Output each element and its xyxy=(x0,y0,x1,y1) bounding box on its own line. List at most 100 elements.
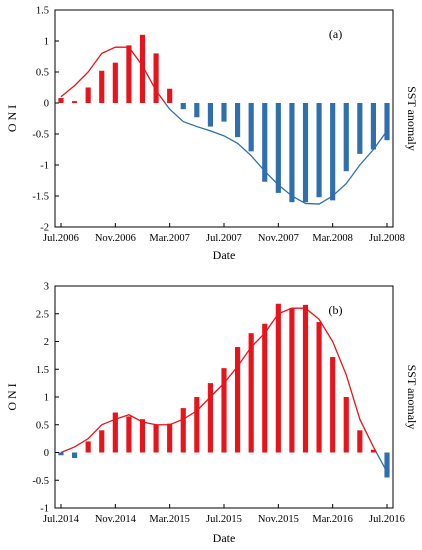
line-series xyxy=(60,46,388,205)
bar xyxy=(302,103,309,203)
bar xyxy=(112,62,118,103)
bar xyxy=(235,103,241,138)
y-axis-label: O N I xyxy=(5,105,19,132)
y-tick-label: -1 xyxy=(40,504,49,515)
line-series xyxy=(60,307,388,473)
bar xyxy=(139,34,146,103)
bar xyxy=(289,308,295,453)
bar xyxy=(316,322,322,453)
y-tick-label: 0.5 xyxy=(36,420,49,431)
bar xyxy=(235,347,241,453)
y-tick-label: -0.5 xyxy=(32,130,49,141)
bar xyxy=(248,103,254,152)
right-axis-label: SST anomaly xyxy=(405,86,419,151)
bar xyxy=(153,53,159,103)
x-tick-label: Nov.2006 xyxy=(95,233,136,244)
bar xyxy=(370,449,376,453)
x-tick-label: Nov.2015 xyxy=(258,514,299,525)
bar xyxy=(343,103,349,172)
bar xyxy=(58,98,64,103)
oni-line-negative xyxy=(164,103,388,205)
x-tick-label: Jul.2016 xyxy=(369,514,405,525)
bar xyxy=(370,103,376,150)
bar xyxy=(343,397,349,453)
bar xyxy=(167,88,173,103)
bar xyxy=(72,452,78,459)
x-tick-label: Jul.2015 xyxy=(206,514,242,525)
y-tick-label: -2 xyxy=(40,223,49,234)
bar xyxy=(85,87,91,103)
y-tick-label: 1 xyxy=(44,393,49,404)
bar xyxy=(85,441,91,453)
x-tick-label: Jul.2014 xyxy=(43,514,80,525)
bar xyxy=(99,430,105,453)
x-tick-label: Jul.2006 xyxy=(43,233,79,244)
bar xyxy=(58,452,64,456)
bar-series xyxy=(58,34,390,203)
panel-b: -1 -0.5 0 0.5 1 1.5 2 2.5 3 Jul.2014 Nov.2014 Mar.… xyxy=(5,282,419,546)
bar xyxy=(330,357,336,453)
y-tick-label: 1.5 xyxy=(36,365,49,376)
y-tick-label: 0 xyxy=(44,448,49,459)
bar xyxy=(316,103,322,198)
y-axis: -1 -0.5 0 0.5 1 1.5 2 2.5 3 xyxy=(32,282,59,515)
x-axis: Jul.2006 Nov.2006 Mar.2007 Jul.2007 Nov.2007… xyxy=(43,223,405,244)
bar xyxy=(207,103,213,127)
x-axis-label: Date xyxy=(213,531,236,545)
x-axis-label: Date xyxy=(213,248,236,262)
y-tick-label: 1 xyxy=(44,37,49,48)
y-axis-label: O N I xyxy=(5,383,19,410)
y-axis: -2 -1.5 -1 -0.5 0 0.5 1 1.5 xyxy=(32,6,59,234)
bar xyxy=(126,45,132,103)
x-tick-label: Jul.2008 xyxy=(369,233,405,244)
right-axis-label: SST anomaly xyxy=(405,365,419,430)
bar xyxy=(180,408,186,453)
x-tick-label: Nov.2014 xyxy=(95,514,137,525)
bar xyxy=(167,423,173,453)
x-tick-label: Jul.2007 xyxy=(206,233,242,244)
bar xyxy=(275,303,281,453)
y-tick-label: 1.5 xyxy=(36,6,49,17)
bar xyxy=(248,333,254,453)
y-tick-label: 0 xyxy=(44,99,49,110)
bar xyxy=(357,430,363,453)
y-tick-label: -1.5 xyxy=(32,192,49,203)
y-tick-label: 3 xyxy=(44,282,49,293)
panel-a: -2 -1.5 -1 -0.5 0 0.5 1 1.5 Jul.2006 Nov.2006 Mar… xyxy=(5,6,419,263)
x-tick-label: Mar.2015 xyxy=(149,514,190,525)
bar xyxy=(221,103,227,122)
bar xyxy=(384,103,390,141)
y-tick-label: -1 xyxy=(40,161,49,172)
bar xyxy=(194,103,200,118)
bar xyxy=(194,397,200,453)
bar xyxy=(289,103,295,203)
x-tick-label: Mar.2007 xyxy=(149,233,190,244)
x-tick-label: Nov.2007 xyxy=(258,233,299,244)
panel-label: (b) xyxy=(329,303,343,317)
bar xyxy=(275,103,281,193)
bar-series xyxy=(58,303,390,478)
bar xyxy=(99,70,105,103)
y-tick-label: 2.5 xyxy=(36,309,49,320)
bar xyxy=(207,383,213,453)
bar xyxy=(153,424,159,453)
oni-line-positive xyxy=(60,46,166,103)
x-axis: Jul.2014 Nov.2014 Mar.2015 Jul.2015 Nov.2015… xyxy=(43,504,405,525)
y-tick-label: 0.5 xyxy=(36,68,49,79)
panel-label: (a) xyxy=(329,27,342,41)
bar xyxy=(262,103,268,182)
bar xyxy=(221,368,227,453)
bar xyxy=(262,323,268,453)
bar xyxy=(126,416,132,453)
bar xyxy=(330,103,336,201)
bar xyxy=(180,103,186,110)
y-tick-label: -0.5 xyxy=(32,476,49,487)
bar xyxy=(357,103,363,154)
x-tick-label: Mar.2016 xyxy=(312,514,353,525)
x-tick-label: Mar.2008 xyxy=(312,233,353,244)
bar xyxy=(72,101,78,103)
bar xyxy=(139,419,146,453)
oni-line-positive xyxy=(60,307,378,453)
bar xyxy=(112,412,118,453)
